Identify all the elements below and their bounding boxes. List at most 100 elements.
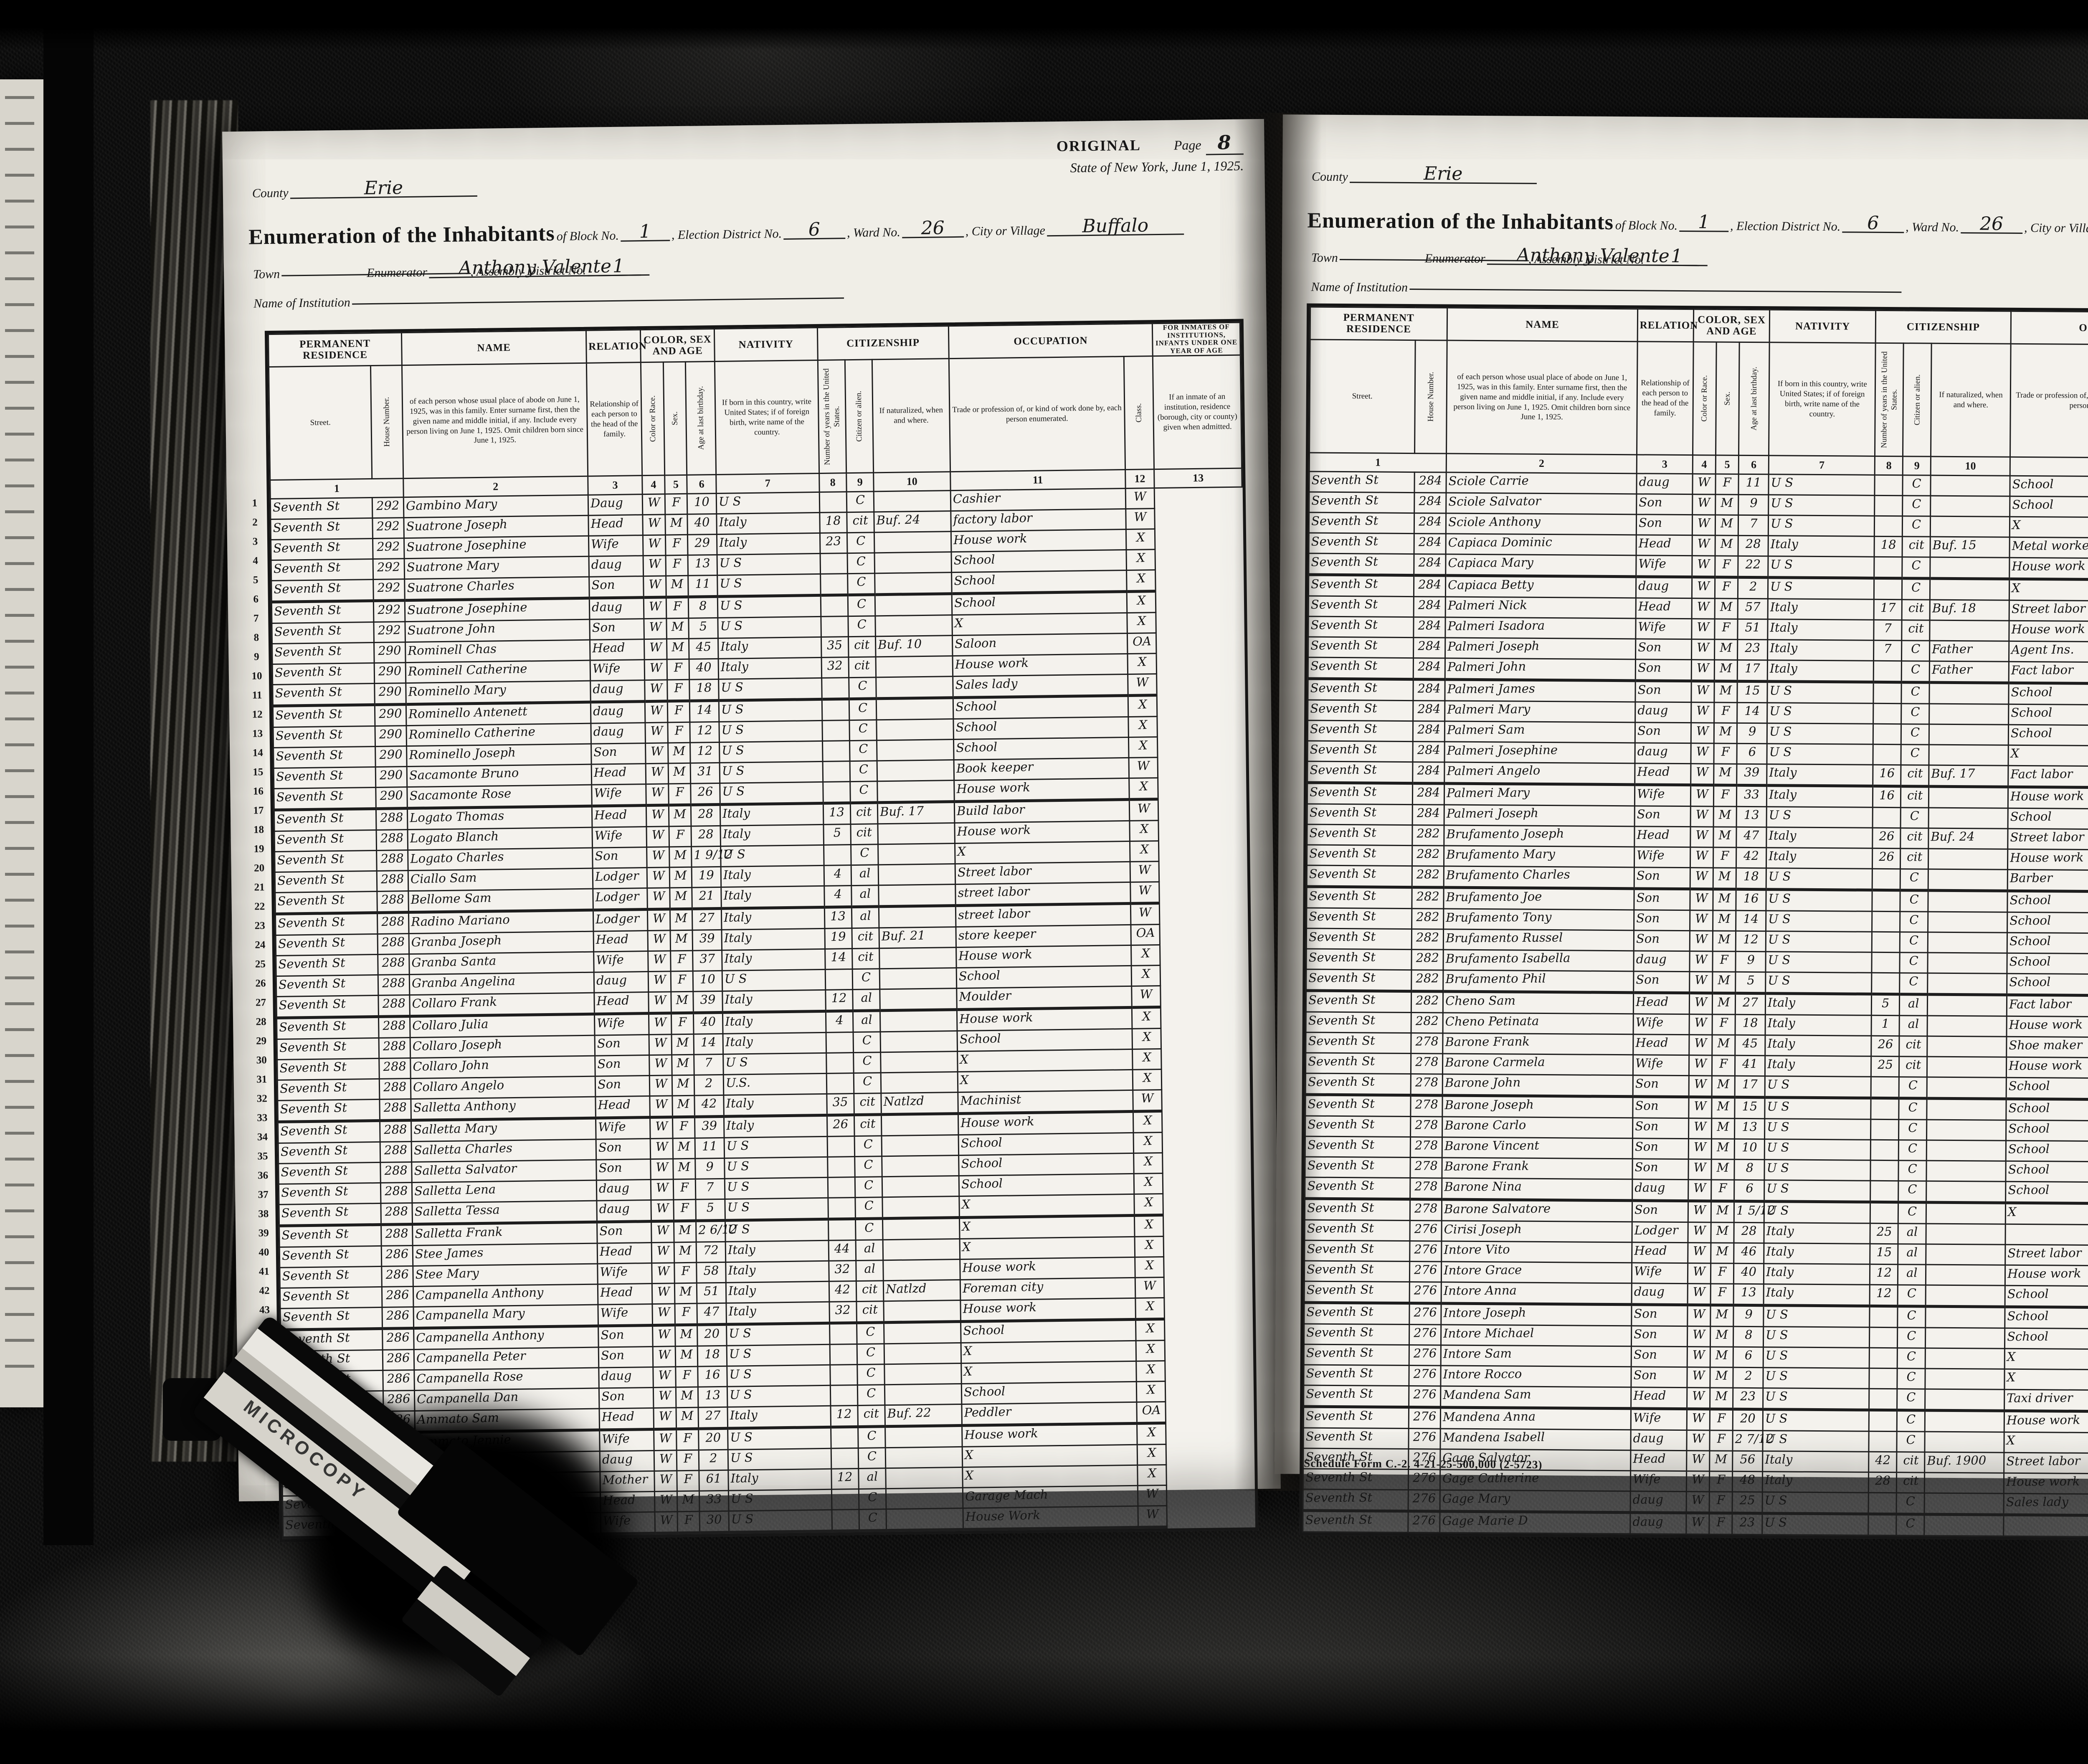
cell-color: W [648,971,671,992]
cell-relation: Head [1636,535,1693,556]
cell-relation: daug [596,1200,651,1222]
row-number: 32 [256,1093,268,1105]
cell-class: W [1138,1505,1168,1528]
cell-naturalized: Buf. 17 [877,801,955,824]
cell-citizen: C [856,1322,884,1344]
cell-age: 20 [698,1428,728,1450]
cell-street: Seventh St [273,726,375,748]
cell-years [831,1509,859,1531]
cell-color: W [1689,971,1713,993]
cell-class: W [1125,508,1155,530]
cell-age: 13 [698,1386,728,1407]
cell-color: W [1688,1201,1711,1222]
cell-occupation: House work [2008,787,2088,809]
cell-naturalized [885,1467,963,1489]
cell-relation: Lodger [1632,1222,1688,1243]
cell-relation: daug [1635,702,1691,723]
cell-house: 284 [1414,554,1446,575]
cell-occupation: street labor [955,903,1131,927]
cell-naturalized [1926,1202,2006,1224]
cell-occupation: Shoe maker [2006,1037,2088,1058]
cell-sex: M [671,991,694,1013]
cell-name: Palmeri Joseph [1444,804,1635,826]
cell-sex: M [1715,514,1738,536]
cell-occupation: House work [2006,1016,2088,1038]
cell-relation: Wife [595,1117,651,1139]
cell-relation: Son [1634,867,1690,889]
row-number: 11 [252,689,262,701]
cell-house: 286 [382,1328,414,1350]
cell-occupation: School [2007,973,2088,996]
cell-nativity: U S [1764,1180,1871,1202]
cell-sex: F [665,555,688,576]
cell-street: Seventh St [274,767,376,789]
cell-house: 282 [1412,845,1444,866]
cell-occupation: House work [2009,558,2088,580]
cell-relation: Son [1631,1346,1688,1367]
cell-street: Seventh St [1308,720,1413,742]
cell-citizen: cit [1902,599,1930,620]
cell-naturalized [876,676,953,699]
cell-sex: M [674,1220,697,1242]
clamp-label: MICROCOPY [240,1396,371,1505]
cell-citizen: C [856,1343,884,1365]
cell-occupation: School [2005,1161,2088,1183]
cell-citizen: C [854,1156,882,1177]
cell-citizen: C [1901,682,1930,704]
cell-street: Seventh St [1309,512,1414,534]
cell-class: W [1130,882,1160,904]
cell-color: W [1686,1513,1710,1534]
cell-street: Seventh St [270,518,373,540]
cell-occupation: X [960,1341,1136,1364]
cell-naturalized: Natlzd [883,1280,960,1301]
cell-citizen: C [854,1072,881,1094]
cell-street: Seventh St [1308,700,1413,721]
cell-nativity: U S [1763,1388,1870,1410]
row-number: 34 [257,1131,268,1143]
cell-years [1874,516,1903,537]
cell-name: Mandena Sam [1440,1386,1631,1409]
cell-street: Seventh St [1307,782,1413,805]
cell-street: Seventh St [274,787,376,810]
cell-color: W [1690,867,1713,889]
cell-relation: daug [590,722,646,744]
cell-color: W [651,1179,674,1200]
cell-nativity: U S [1764,1097,1871,1120]
cell-age: 47 [697,1303,727,1325]
cell-relation: Head [591,763,646,785]
row-number: 37 [258,1189,269,1201]
cell-name: Barone Frank [1443,1033,1633,1055]
cell-house: 288 [379,1058,411,1079]
row-number: 24 [255,939,266,951]
cell-citizen: C [847,553,875,574]
cell-house: 278 [1410,1074,1443,1095]
cell-relation: Head [1634,763,1691,785]
cell-relation: Head [590,639,645,660]
cell-relation: Head [597,1242,652,1264]
cell-citizen: C [1900,890,1928,912]
cell-house: 292 [372,517,404,539]
cell-naturalized [1930,516,2010,537]
cell-sex: F [667,722,690,743]
column-description: If born in this country, write United St… [715,360,819,475]
cell-nativity: U S [728,1489,832,1511]
cell-naturalized [1925,1368,2004,1389]
cell-nativity: U S [723,1053,826,1075]
cell-sex: M [1712,993,1736,1015]
cell-color: W [649,1013,672,1035]
cell-class: X [1132,1069,1162,1090]
cell-name: Campanella Anthony [413,1284,598,1307]
cell-name: Sacamonte Bruno [406,764,592,787]
cell-class: X [1135,1319,1165,1341]
cell-sex: M [669,887,692,909]
cell-relation: daug [589,597,644,619]
column-number: 1 [1309,452,1447,472]
cell-nativity: U S [1762,1513,1869,1536]
enumerator-line: Enumerator Anthony Valente [1425,245,1699,268]
institution-label: Name of Institution [1311,280,1408,294]
cell-relation: Son [1634,910,1690,931]
cell-naturalized [876,656,953,677]
cell-age: 8 [1733,1326,1764,1347]
cell-sex: M [671,1034,694,1055]
cell-sex: M [1714,639,1738,660]
